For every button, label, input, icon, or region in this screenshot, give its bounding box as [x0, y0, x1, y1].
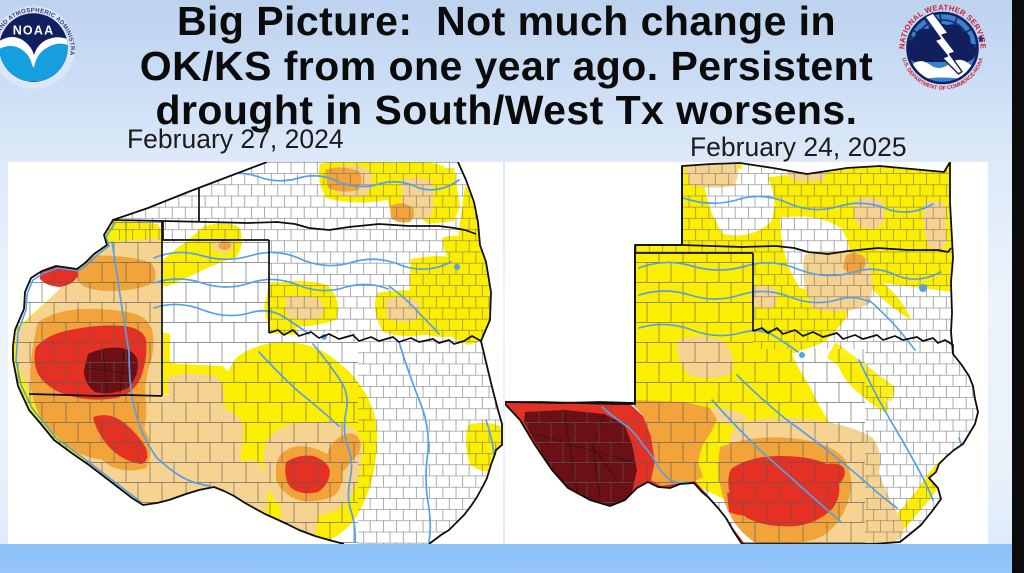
svg-text:NOAA: NOAA — [13, 24, 55, 38]
